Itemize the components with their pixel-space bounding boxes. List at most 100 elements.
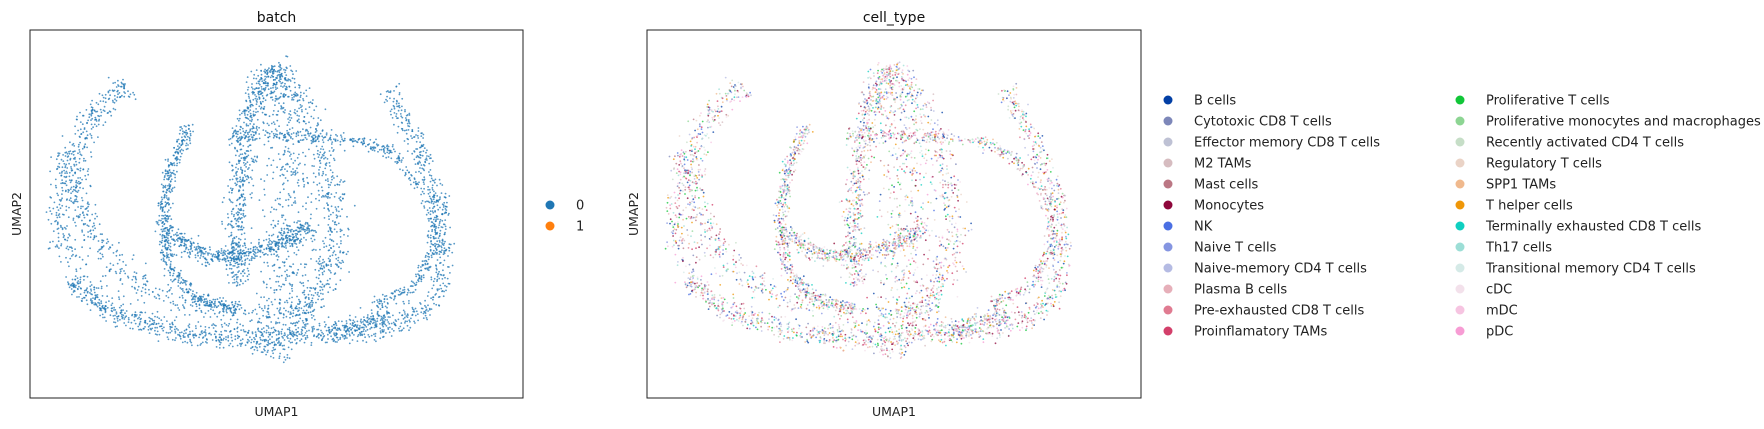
scatter-point <box>403 140 406 142</box>
scatter-point <box>189 240 192 243</box>
scatter-point <box>70 179 73 182</box>
scatter-point <box>302 120 305 122</box>
scatter-point <box>87 201 89 204</box>
scatter-point <box>436 184 438 187</box>
scatter-point <box>327 186 330 189</box>
scatter-point <box>210 304 213 306</box>
scatter-point <box>393 112 396 114</box>
scatter-point <box>348 342 351 345</box>
scatter-point <box>158 288 161 291</box>
scatter-point <box>173 328 176 331</box>
scatter-point <box>327 183 330 186</box>
scatter-point <box>231 136 234 139</box>
scatter-point <box>265 331 268 334</box>
scatter-point <box>311 297 314 300</box>
scatter-point <box>246 275 249 278</box>
scatter-point <box>255 108 257 110</box>
scatter-point <box>259 336 261 339</box>
scatter-point <box>75 184 78 187</box>
scatter-point <box>396 105 398 108</box>
scatter-point <box>204 257 207 260</box>
scatter-point <box>290 242 293 245</box>
scatter-point <box>278 79 280 82</box>
scatter-point <box>304 325 307 327</box>
scatter-point <box>305 330 308 332</box>
scatter-point <box>239 186 242 189</box>
scatter-point <box>398 82 401 85</box>
scatter-point <box>336 336 339 339</box>
scatter-point <box>282 134 285 137</box>
scatter-point <box>390 335 393 337</box>
scatter-point <box>379 323 381 325</box>
scatter-point <box>123 318 126 320</box>
scatter-point <box>273 291 276 294</box>
scatter-point <box>209 299 211 302</box>
scatter-point <box>348 333 351 336</box>
scatter-point <box>383 298 386 301</box>
scatter-point <box>250 133 253 136</box>
scatter-point <box>82 223 85 226</box>
scatter-point <box>351 331 354 334</box>
scatter-point <box>303 185 305 188</box>
scatter-point <box>177 148 180 151</box>
scatter-point <box>327 195 329 198</box>
scatter-point <box>284 82 286 85</box>
scatter-point <box>175 327 178 330</box>
scatter-point <box>147 328 150 331</box>
scatter-point <box>306 222 309 224</box>
scatter-point <box>327 291 330 294</box>
scatter-point <box>75 268 78 271</box>
scatter-point <box>260 270 262 273</box>
scatter-point <box>279 131 281 134</box>
scatter-point <box>171 187 174 190</box>
scatter-point <box>291 290 294 292</box>
scatter-point <box>262 314 264 317</box>
scatter-point <box>169 249 172 252</box>
scatter-point <box>370 315 372 318</box>
scatter-point <box>273 65 276 68</box>
scatter-point <box>200 250 203 253</box>
scatter-point <box>124 92 126 94</box>
scatter-point <box>186 135 189 138</box>
scatter-point <box>65 209 68 212</box>
scatter-point <box>321 288 324 291</box>
scatter-point <box>378 148 381 151</box>
scatter-point <box>318 257 320 260</box>
scatter-point <box>251 352 254 355</box>
scatter-point <box>146 280 149 283</box>
scatter-point <box>252 110 255 113</box>
scatter-point <box>428 171 430 173</box>
scatter-point <box>276 342 279 344</box>
scatter-point <box>89 236 92 239</box>
scatter-point <box>113 321 115 323</box>
scatter-point <box>279 299 282 301</box>
scatter-point <box>83 127 86 129</box>
scatter-point <box>94 212 97 215</box>
scatter-point <box>272 110 275 112</box>
scatter-point <box>161 245 164 248</box>
scatter-point <box>244 215 247 217</box>
scatter-point <box>242 130 245 133</box>
scatter-point <box>300 106 302 109</box>
scatter-point <box>236 344 239 347</box>
scatter-point <box>263 305 266 307</box>
scatter-point <box>235 132 237 135</box>
scatter-point <box>453 242 456 245</box>
scatter-point <box>301 109 303 111</box>
scatter-point <box>291 77 294 80</box>
scatter-point <box>324 179 327 182</box>
scatter-point <box>377 315 380 317</box>
scatter-point <box>70 200 73 203</box>
scatter-point <box>223 259 226 261</box>
scatter-point <box>172 268 175 271</box>
scatter-point <box>419 153 421 156</box>
scatter-point <box>90 301 93 303</box>
scatter-point <box>235 212 238 215</box>
scatter-point <box>274 298 276 301</box>
scatter-point <box>159 233 162 236</box>
scatter-point <box>282 86 284 88</box>
scatter-point <box>86 303 89 306</box>
scatter-point <box>420 145 423 148</box>
scatter-point <box>306 229 308 232</box>
scatter-point <box>200 309 203 312</box>
